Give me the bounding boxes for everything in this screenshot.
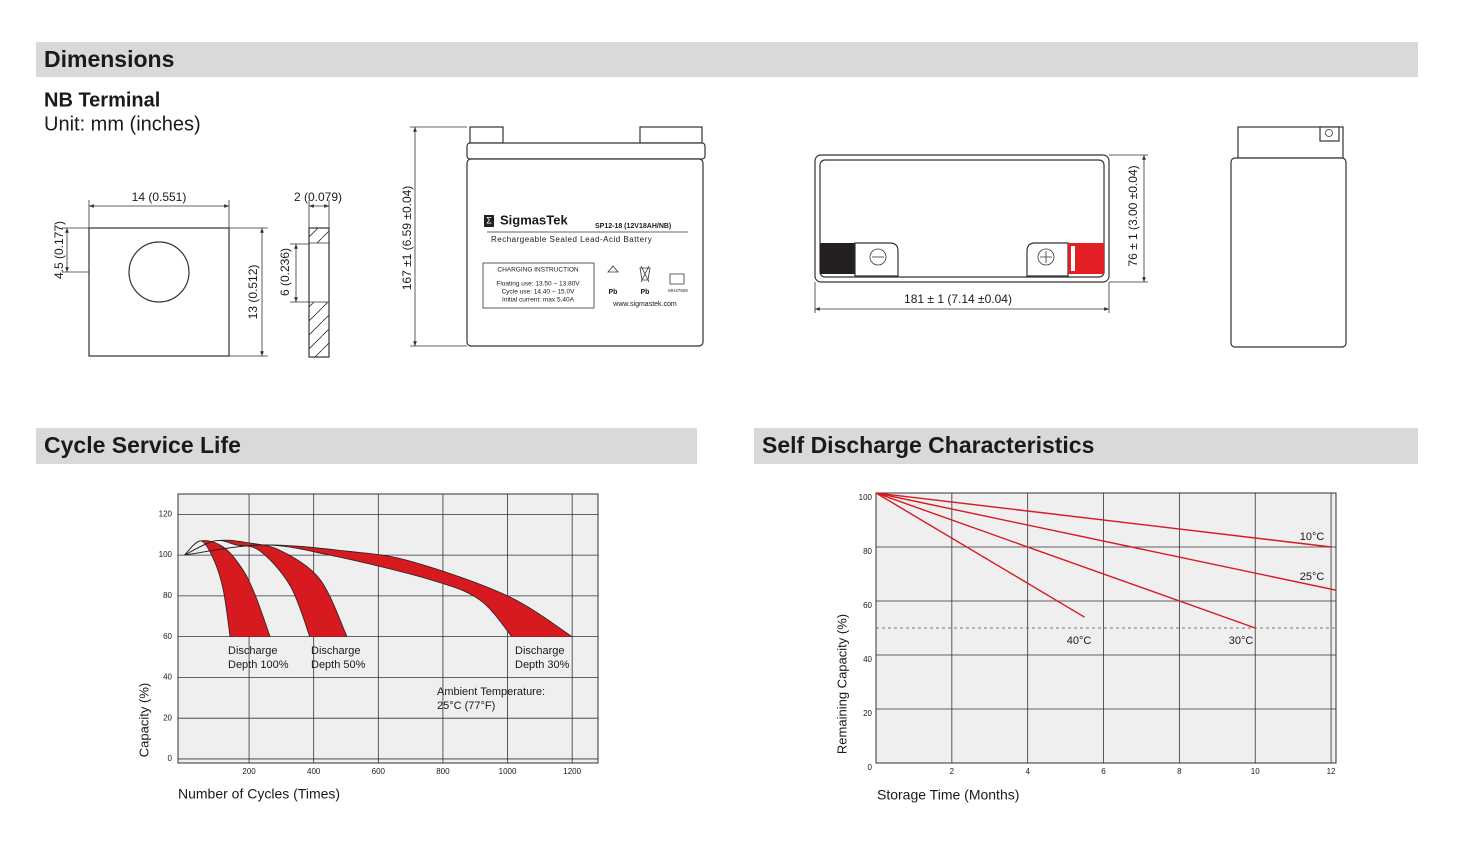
x-tick-label: 400 xyxy=(307,767,321,776)
x-tick-label: 1000 xyxy=(499,767,517,776)
band-edge xyxy=(184,544,513,637)
dimension-label: 6 (0.236) xyxy=(278,248,292,296)
y-tick-label: 60 xyxy=(863,601,872,610)
terminal-drawing xyxy=(62,200,330,358)
unit-note: Unit: mm (inches) xyxy=(44,113,201,135)
description: Rechargeable Sealed Lead-Acid Battery xyxy=(491,235,652,244)
x-tick-label: 600 xyxy=(372,767,386,776)
charging-title: CHARGING INSTRUCTION xyxy=(497,267,579,274)
y-tick-label: 100 xyxy=(859,493,873,502)
section-title: Self Discharge Characteristics xyxy=(762,432,1094,458)
y-tick-label: 60 xyxy=(163,632,172,641)
battery-front: Σ xyxy=(410,126,706,347)
website: www.sigmastek.com xyxy=(612,301,677,308)
section-title: Dimensions xyxy=(44,46,174,72)
x-tick-label: 2 xyxy=(950,767,955,776)
annotation: Depth 30% xyxy=(515,659,570,671)
y-tick-label: 0 xyxy=(168,754,173,763)
x-axis-label: Storage Time (Months) xyxy=(877,787,1019,803)
dimension-label: 13 (0.512) xyxy=(246,265,260,320)
x-tick-label: 800 xyxy=(436,767,450,776)
y-tick-label: 120 xyxy=(159,509,173,518)
y-tick-label: 20 xyxy=(163,713,172,722)
series-label: 25°C xyxy=(1300,571,1325,583)
x-tick-label: 12 xyxy=(1327,767,1336,776)
pb-mark: Pb xyxy=(609,289,618,296)
x-tick-label: 6 xyxy=(1101,767,1106,776)
battery-side xyxy=(1230,126,1347,348)
band-area xyxy=(184,540,347,637)
model: SP12-18 (12V18AH/NB) xyxy=(595,223,671,230)
y-tick-label: 20 xyxy=(863,709,872,718)
series-label: 30°C xyxy=(1229,635,1254,647)
terminal-title: NB Terminal xyxy=(44,89,160,111)
section-title: Cycle Service Life xyxy=(44,432,241,458)
charging-line: Initial current: max 5.40A xyxy=(502,297,575,304)
dimension-label: 76 ± 1 (3.00 ±0.04) xyxy=(1126,165,1140,266)
band-area xyxy=(184,544,573,637)
ul-number: MH47929 xyxy=(668,288,688,293)
annotation: 25°C (77°F) xyxy=(437,700,495,712)
x-axis-label: Number of Cycles (Times) xyxy=(178,786,340,802)
series-line xyxy=(875,492,1256,629)
annotation: Depth 50% xyxy=(311,659,366,671)
dimension-label: 167 ±1 (6.59 ±0.04) xyxy=(400,186,414,291)
x-tick-label: 1200 xyxy=(563,767,581,776)
annotation: Ambient Temperature: xyxy=(437,686,545,698)
charging-line: Floating use: 13.50 ~ 13.80V xyxy=(496,281,580,288)
series-line xyxy=(875,492,1337,591)
x-tick-label: 8 xyxy=(1177,767,1182,776)
dimension-label: 181 ± 1 (7.14 ±0.04) xyxy=(904,292,1012,306)
pb-mark: Pb xyxy=(641,289,650,296)
series-label: 40°C xyxy=(1067,635,1092,647)
dimension-label: 4.5 (0.177) xyxy=(52,221,66,279)
brand: SigmasTek xyxy=(500,212,568,227)
dimension-label: 2 (0.079) xyxy=(294,190,342,204)
series-label: 10°C xyxy=(1300,531,1325,543)
dimension-label: 14 (0.551) xyxy=(132,190,187,204)
annotation: Depth 100% xyxy=(228,659,289,671)
annotation: Discharge xyxy=(311,645,361,657)
y-tick-label: 0 xyxy=(868,763,873,772)
band-area xyxy=(184,540,271,637)
band-edge xyxy=(184,540,231,637)
x-tick-label: 10 xyxy=(1251,767,1260,776)
x-tick-label: 4 xyxy=(1025,767,1030,776)
annotation: Discharge xyxy=(515,645,565,657)
x-tick-label: 200 xyxy=(242,767,256,776)
logo-icon: Σ xyxy=(486,215,492,225)
y-tick-label: 80 xyxy=(863,547,872,556)
y-tick-label: 80 xyxy=(163,591,172,600)
y-tick-label: 100 xyxy=(159,550,173,559)
section-header xyxy=(754,428,1418,464)
y-axis-label: Capacity (%) xyxy=(136,683,151,757)
y-tick-label: 40 xyxy=(863,655,872,664)
annotation: Discharge xyxy=(228,645,278,657)
section-header xyxy=(36,42,1418,77)
y-tick-label: 40 xyxy=(163,673,172,682)
series-line xyxy=(875,492,1085,618)
battery-top xyxy=(814,154,1148,313)
y-axis-label: Remaining Capacity (%) xyxy=(834,614,849,754)
charging-line: Cycle use: 14.40 ~ 15.0V xyxy=(502,289,575,296)
series-line xyxy=(875,492,1332,548)
section-header xyxy=(36,428,697,464)
